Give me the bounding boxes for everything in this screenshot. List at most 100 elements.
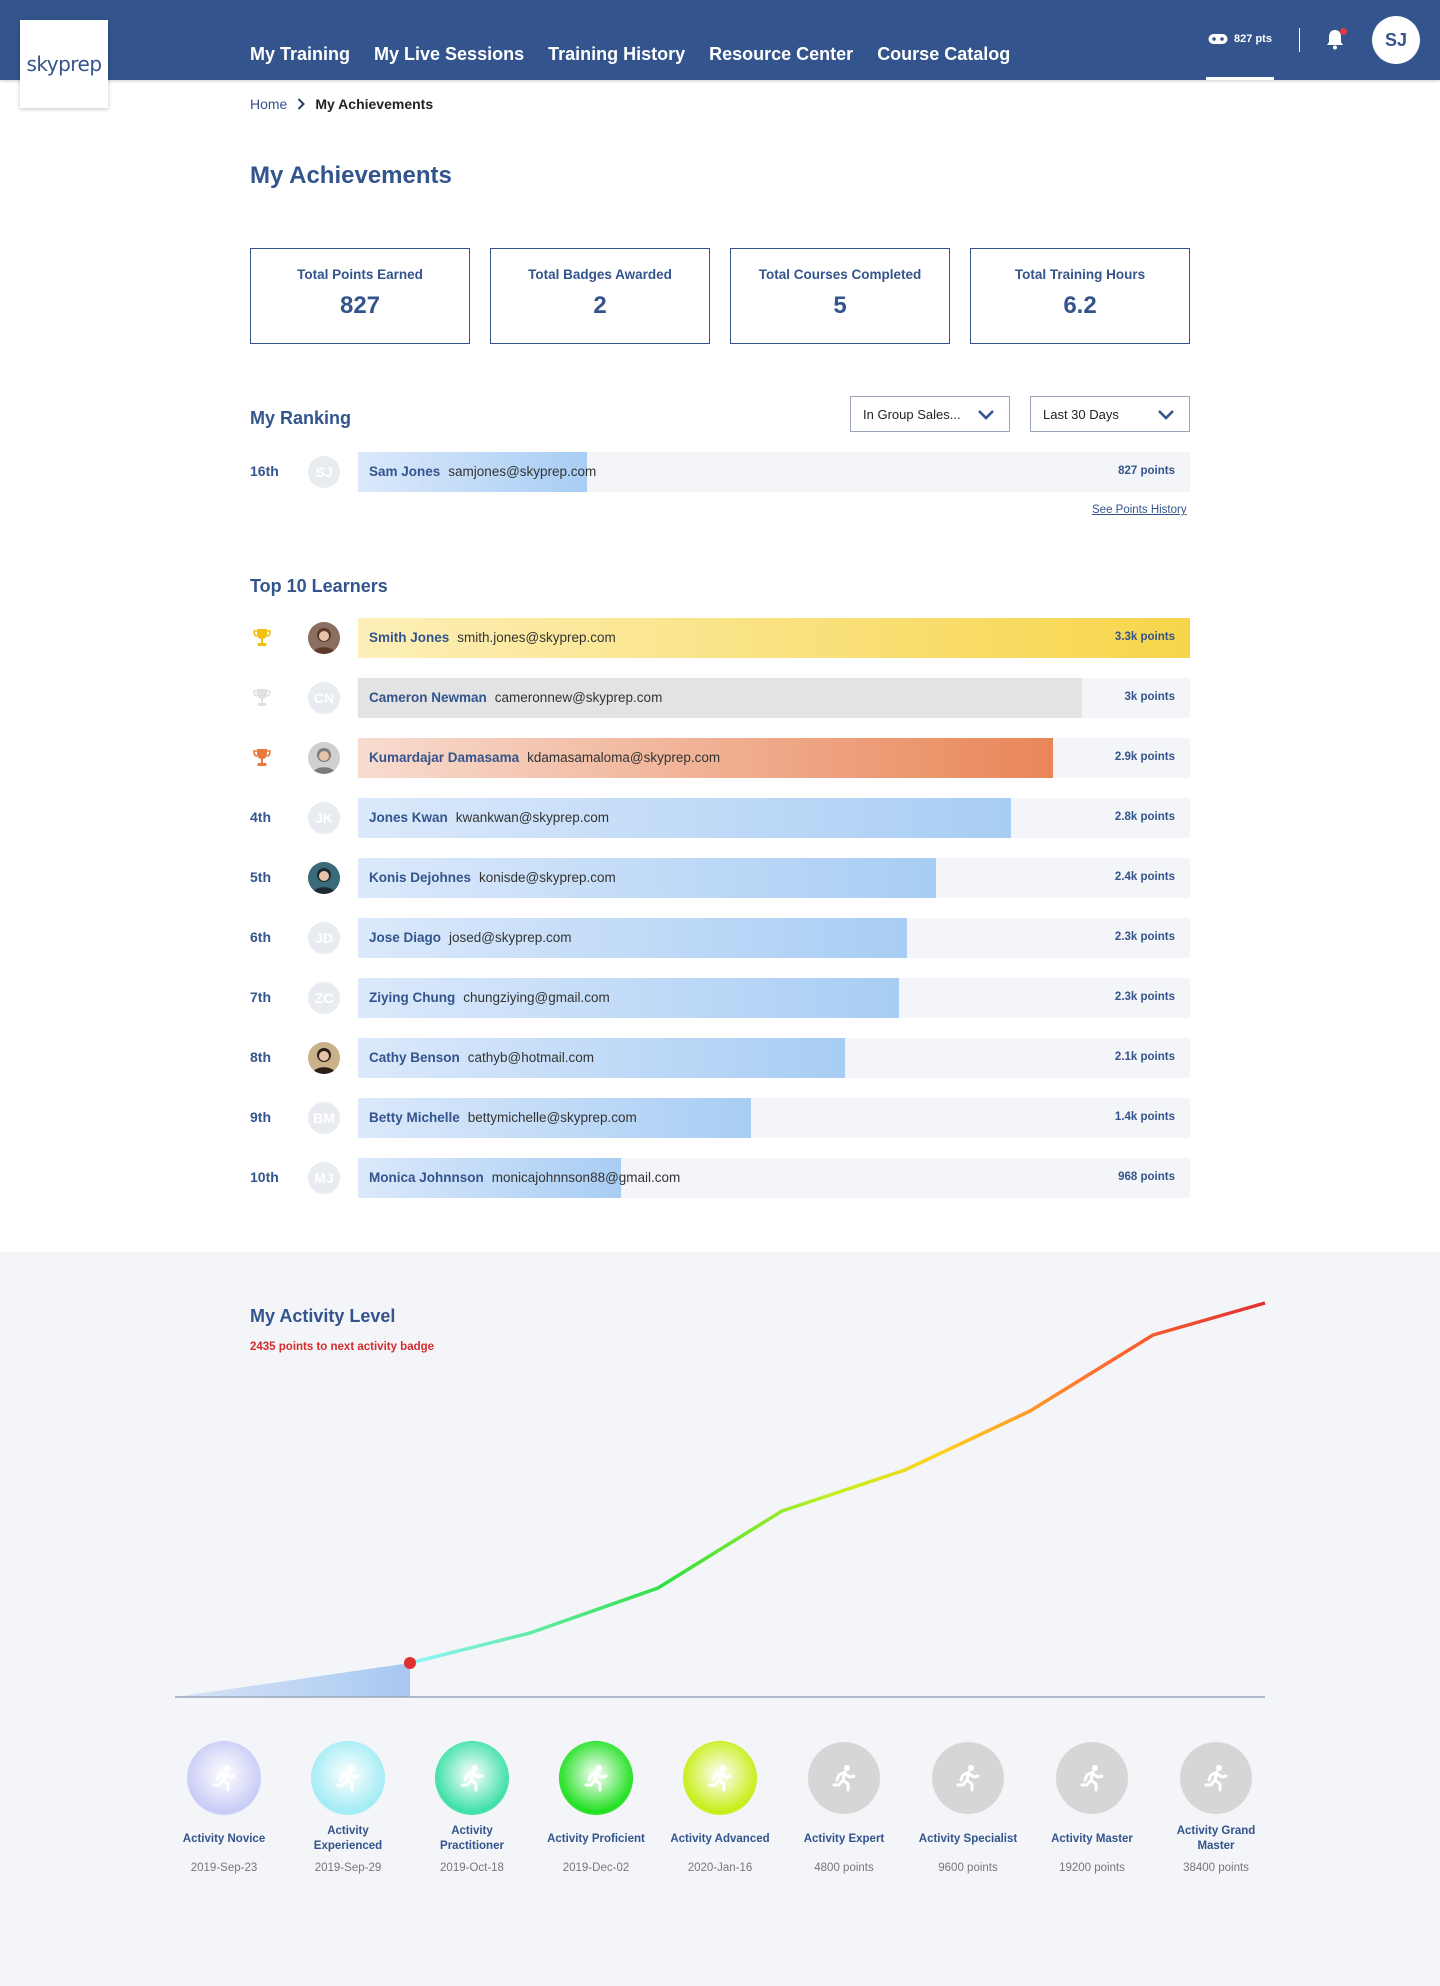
learner-email: cameronnew@skyprep.com xyxy=(494,690,663,705)
learner-name: Smith Jones xyxy=(369,630,450,645)
points-bar-track: Cathy Benson cathyb@hotmail.com 2.1k point… xyxy=(358,1038,1190,1078)
points-bar-fill xyxy=(358,1098,751,1138)
points-bar-fill xyxy=(358,978,899,1018)
learner-points: 3k points xyxy=(1124,691,1175,703)
badge-name: Activity Practitioner xyxy=(440,1825,504,1852)
points-bar-track: Konis Dejohnes konisde@skyprep.com 2.4k po… xyxy=(358,858,1190,898)
current-progress-marker xyxy=(404,1657,416,1669)
badge-circle xyxy=(560,1742,632,1814)
chevron-right-icon xyxy=(298,98,306,110)
user-avatar[interactable]: SJ xyxy=(1372,16,1420,64)
activity-badge[interactable]: Activity Novice 2019-Sep-23 xyxy=(164,1742,284,1874)
stat-value: 5 xyxy=(833,292,847,319)
badge-name: Activity Expert xyxy=(803,1832,885,1845)
badge-date: 2019-Dec-02 xyxy=(562,1862,630,1874)
learner-info: Smith Jones smith.jones@skyprep.com xyxy=(369,630,616,645)
badge-circle xyxy=(188,1742,260,1814)
badge-name: Activity Novice xyxy=(182,1832,266,1845)
learner-points: 2.3k points xyxy=(1114,931,1175,943)
learner-name: Monica Johnnson xyxy=(369,1170,484,1185)
avatar: ZC xyxy=(308,982,340,1014)
points-bar-fill xyxy=(358,678,1082,718)
user-photo-icon xyxy=(308,862,340,894)
user-photo-icon xyxy=(308,1042,340,1074)
learner-email: smith.jones@skyprep.com xyxy=(457,630,616,645)
activity-badge[interactable]: Activity Expert 4800 points xyxy=(784,1742,904,1874)
top-navigation-bar: My Training My Live Sessions Training Hi… xyxy=(0,0,1440,80)
see-points-history-link[interactable]: See Points History xyxy=(1092,504,1187,516)
activity-badge[interactable]: Activity Specialist 9600 points xyxy=(908,1742,1028,1874)
group-select[interactable]: In Group Sales... xyxy=(850,396,1010,432)
activity-line xyxy=(409,1301,1266,1665)
breadcrumb-home[interactable]: Home xyxy=(250,96,288,112)
nav-my-training[interactable]: My Training xyxy=(250,43,351,64)
nav-resource-center[interactable]: Resource Center xyxy=(709,43,854,64)
learner-info: Kumardajar Damasama kdamasamaloma@skyprep… xyxy=(369,750,720,765)
points-bar-fill xyxy=(358,918,908,958)
badge-circle xyxy=(932,1742,1004,1814)
period-select[interactable]: Last 30 Days xyxy=(1030,396,1190,432)
main-nav: My Training My Live Sessions Training Hi… xyxy=(250,0,1034,80)
badge-name: Activity Experienced xyxy=(313,1825,383,1852)
learner-email: kwankwan@skyprep.com xyxy=(455,810,610,825)
learner-email: kdamasamaloma@skyprep.com xyxy=(527,750,721,765)
learner-row: 4th JK Jones Kwan kwankwan@skyprep.com 2.8k … xyxy=(250,798,1190,838)
my-ranking-title: My Ranking xyxy=(250,408,352,428)
learner-row: 10th MJ Monica Johnnson monicajohnnson88@gm… xyxy=(250,1158,1190,1198)
stat-label: Total Training Hours xyxy=(1014,267,1146,282)
points-bar-track: Sam Jones samjones@skyprep.com 827 points xyxy=(358,452,1190,492)
avatar xyxy=(308,862,340,894)
avatar: BM xyxy=(308,1102,340,1134)
activity-badge[interactable]: Activity Experienced 2019-Sep-29 xyxy=(288,1742,408,1874)
notification-bell-icon[interactable] xyxy=(1325,28,1345,50)
running-person-icon xyxy=(460,1765,484,1792)
learner-row: 5th Konis Dejohnes konisde@skyprep.com 2.4k… xyxy=(250,858,1190,898)
learner-points: 2.4k points xyxy=(1114,871,1175,883)
learner-info: Monica Johnnson monicajohnnson88@gmail.co… xyxy=(369,1170,680,1185)
group-select-value: In Group Sales... xyxy=(863,406,961,422)
avatar xyxy=(308,622,340,654)
nav-training-history[interactable]: Training History xyxy=(548,43,686,64)
activity-badge[interactable]: Activity Master 19200 points xyxy=(1032,1742,1152,1874)
learner-info: Jones Kwan kwankwan@skyprep.com xyxy=(369,810,609,825)
learner-points: 2.1k points xyxy=(1114,1051,1175,1063)
avatar: JK xyxy=(308,802,340,834)
points-indicator[interactable]: 827 pts xyxy=(1206,0,1274,80)
notification-dot xyxy=(1340,28,1347,35)
stat-card-hours: Total Training Hours 6.2 xyxy=(970,248,1190,344)
points-bar-fill xyxy=(358,452,587,492)
badge-circle xyxy=(436,1742,508,1814)
badge-name: Activity Specialist xyxy=(918,1832,1018,1845)
points-bar-track: Betty Michelle bettymichelle@skyprep.com 1… xyxy=(358,1098,1190,1138)
rank-label: 8th xyxy=(250,1049,271,1065)
badge-date: 4800 points xyxy=(814,1862,874,1874)
learner-email: josed@skyprep.com xyxy=(449,930,572,945)
points-label: 827 pts xyxy=(1234,32,1272,45)
running-person-icon xyxy=(956,1765,980,1792)
skyprep-logo[interactable]: skyprep xyxy=(20,20,108,108)
learner-row: 9th BM Betty Michelle bettymichelle@skyprep… xyxy=(250,1098,1190,1138)
badge-name: Activity Advanced xyxy=(670,1832,770,1845)
trophy-icon xyxy=(253,629,271,646)
nav-course-catalog[interactable]: Course Catalog xyxy=(877,43,1011,64)
my-ranking-row: 16th SJ Sam Jones samjones@skyprep.com 82… xyxy=(250,452,1190,492)
rank-label: 5th xyxy=(250,869,271,885)
badge-circle xyxy=(1180,1742,1252,1814)
learner-points: 2.8k points xyxy=(1114,811,1175,823)
points-bar-track: Monica Johnnson monicajohnnson88@gmail.co… xyxy=(358,1158,1190,1198)
activity-badge[interactable]: Activity Proficient 2019-Dec-02 xyxy=(536,1742,656,1874)
nav-my-live-sessions[interactable]: My Live Sessions xyxy=(374,43,525,64)
breadcrumb: Home My Achievements xyxy=(250,96,433,112)
learner-points: 3.3k points xyxy=(1114,631,1175,643)
activity-badge[interactable]: Activity Advanced 2020-Jan-16 xyxy=(660,1742,780,1874)
activity-badge[interactable]: Activity Grand Master 38400 points xyxy=(1156,1742,1276,1874)
badge-date: 2019-Oct-18 xyxy=(440,1862,504,1874)
activity-badge[interactable]: Activity Practitioner 2019-Oct-18 xyxy=(412,1742,532,1874)
stat-card-badges: Total Badges Awarded 2 xyxy=(490,248,710,344)
running-person-icon xyxy=(584,1765,608,1792)
badge-name: Activity Proficient xyxy=(547,1832,645,1845)
badge-name: Activity Grand Master xyxy=(1176,1825,1256,1852)
badge-date: 19200 points xyxy=(1059,1862,1125,1874)
learner-row: 8th Cathy Benson cathyb@hotmail.com 2.1k po… xyxy=(250,1038,1190,1078)
learner-email: cathyb@hotmail.com xyxy=(467,1050,595,1065)
